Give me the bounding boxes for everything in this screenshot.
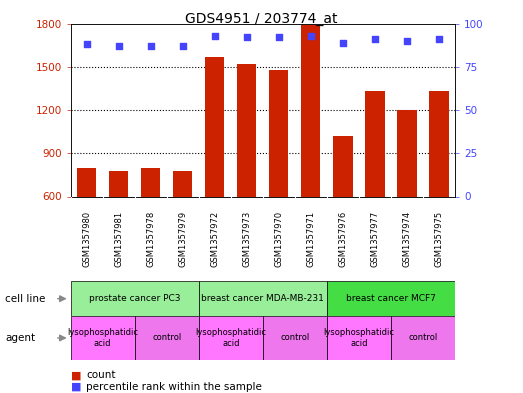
Point xyxy=(339,39,347,46)
Bar xyxy=(173,171,192,283)
Bar xyxy=(301,25,321,283)
Point xyxy=(275,34,283,40)
Text: breast cancer MCF7: breast cancer MCF7 xyxy=(346,294,436,303)
Text: count: count xyxy=(86,370,116,380)
Text: lysophosphatidic
acid: lysophosphatidic acid xyxy=(67,328,138,348)
Text: lysophosphatidic
acid: lysophosphatidic acid xyxy=(195,328,266,348)
Text: control: control xyxy=(408,334,438,342)
Bar xyxy=(77,168,96,283)
Text: GSM1357979: GSM1357979 xyxy=(178,211,187,267)
Bar xyxy=(327,281,455,316)
Bar xyxy=(333,136,353,283)
Point xyxy=(178,43,187,49)
Bar xyxy=(199,281,327,316)
Text: control: control xyxy=(280,334,310,342)
Bar xyxy=(71,281,199,316)
Bar xyxy=(327,316,391,360)
Text: GSM1357972: GSM1357972 xyxy=(210,211,219,267)
Bar xyxy=(391,316,455,360)
Text: cell line: cell line xyxy=(5,294,46,304)
Bar xyxy=(109,171,128,283)
Text: GSM1357974: GSM1357974 xyxy=(403,211,412,267)
Bar xyxy=(135,316,199,360)
Point xyxy=(403,38,411,44)
Text: GSM1357971: GSM1357971 xyxy=(306,211,315,267)
Point xyxy=(306,33,315,39)
Bar xyxy=(365,91,384,283)
Text: GDS4951 / 203774_at: GDS4951 / 203774_at xyxy=(185,12,338,26)
Point xyxy=(371,36,379,42)
Bar xyxy=(429,91,449,283)
Bar xyxy=(71,316,135,360)
Text: GSM1357980: GSM1357980 xyxy=(82,211,91,267)
Point xyxy=(243,34,251,40)
Text: GSM1357981: GSM1357981 xyxy=(114,211,123,267)
Bar xyxy=(263,316,327,360)
Text: GSM1357970: GSM1357970 xyxy=(275,211,283,267)
Bar xyxy=(199,316,263,360)
Text: ■: ■ xyxy=(71,382,81,392)
Bar xyxy=(205,57,224,283)
Text: control: control xyxy=(152,334,181,342)
Text: lysophosphatidic
acid: lysophosphatidic acid xyxy=(323,328,394,348)
Point xyxy=(83,41,91,48)
Point xyxy=(435,36,443,42)
Text: ■: ■ xyxy=(71,370,81,380)
Text: GSM1357977: GSM1357977 xyxy=(370,211,379,267)
Text: percentile rank within the sample: percentile rank within the sample xyxy=(86,382,262,392)
Point xyxy=(146,43,155,49)
Text: agent: agent xyxy=(5,333,36,343)
Text: GSM1357975: GSM1357975 xyxy=(435,211,444,267)
Text: GSM1357976: GSM1357976 xyxy=(338,211,347,267)
Bar xyxy=(237,64,256,283)
Bar xyxy=(141,168,160,283)
Point xyxy=(211,33,219,39)
Bar xyxy=(397,110,416,283)
Text: breast cancer MDA-MB-231: breast cancer MDA-MB-231 xyxy=(201,294,324,303)
Bar xyxy=(269,70,288,283)
Text: GSM1357978: GSM1357978 xyxy=(146,211,155,267)
Text: GSM1357973: GSM1357973 xyxy=(242,211,251,267)
Text: prostate cancer PC3: prostate cancer PC3 xyxy=(89,294,180,303)
Point xyxy=(115,43,123,49)
